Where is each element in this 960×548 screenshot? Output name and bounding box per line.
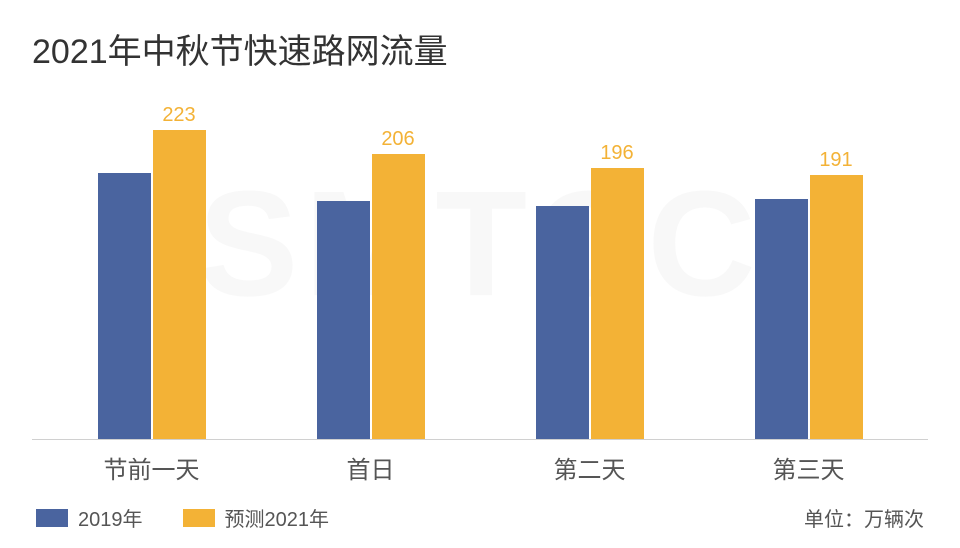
bar xyxy=(98,173,151,439)
legend-label: 预测2021年 xyxy=(225,503,330,532)
bar-value-label: 196 xyxy=(600,142,633,165)
chart-footer: 2019年 预测2021年 单位：万辆次 xyxy=(32,485,928,532)
bar-value-label: 223 xyxy=(162,104,195,127)
unit-label: 单位：万辆次 xyxy=(804,503,924,532)
bar xyxy=(317,201,370,439)
chart-title: 2021年中秋节快速路网流量 xyxy=(32,24,928,73)
bar-group: 196 xyxy=(536,83,644,439)
legend-swatch xyxy=(36,509,68,527)
x-axis-label: 首日 xyxy=(261,450,480,485)
legend-item: 2019年 xyxy=(36,503,143,532)
bar: 206 xyxy=(372,154,425,439)
bar-group: 223 xyxy=(98,83,206,439)
bar-value-label: 206 xyxy=(381,128,414,151)
x-axis-label: 第二天 xyxy=(480,450,699,485)
x-axis-label: 第三天 xyxy=(699,450,918,485)
bar: 191 xyxy=(810,175,863,439)
legend-item: 预测2021年 xyxy=(183,503,330,532)
bar xyxy=(536,206,589,439)
bar-group: 191 xyxy=(755,83,863,439)
x-axis-labels: 节前一天首日第二天第三天 xyxy=(32,440,928,485)
legend: 2019年 预测2021年 xyxy=(36,503,329,532)
legend-swatch xyxy=(183,509,215,527)
x-axis-label: 节前一天 xyxy=(42,450,261,485)
watermark-text: SMTCC xyxy=(198,157,761,330)
bar: 223 xyxy=(153,130,206,439)
bar xyxy=(755,199,808,439)
chart-plot-area: SMTCC 223 206 196 191 xyxy=(32,83,928,440)
bar: 196 xyxy=(591,168,644,439)
bar-group: 206 xyxy=(317,83,425,439)
bar-value-label: 191 xyxy=(819,149,852,172)
legend-label: 2019年 xyxy=(78,503,143,532)
